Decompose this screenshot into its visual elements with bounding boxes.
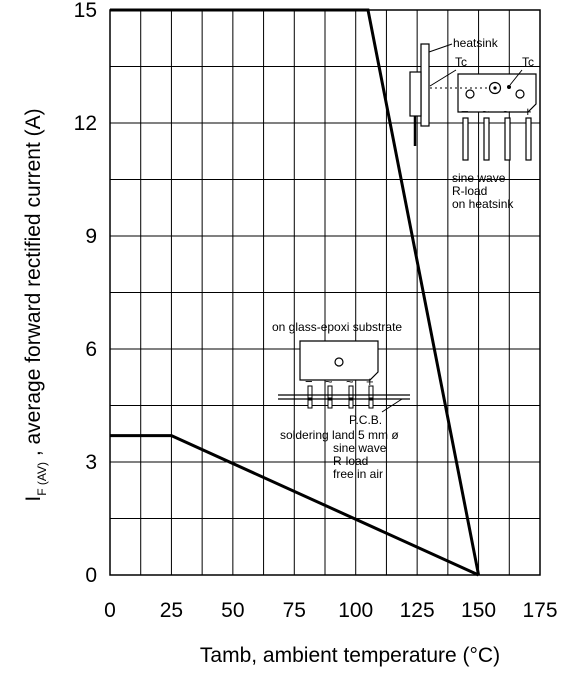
hs-line-1: sine wave — [452, 171, 506, 185]
x-tick-label: 125 — [400, 599, 435, 622]
heatsink-plate-icon — [421, 44, 429, 126]
x-tick-label: 0 — [104, 599, 116, 622]
x-tick-label: 150 — [461, 599, 496, 622]
y-tick-label: 15 — [74, 0, 97, 22]
tc-right-label: Tc — [522, 55, 534, 69]
heatsink-leader — [429, 44, 452, 52]
x-axis-label: Tamb, ambient temperature (°C) — [200, 644, 500, 667]
heatsink-label: heatsink — [453, 36, 499, 50]
hs-line-2: R-load — [452, 184, 487, 198]
pcb-line-1: soldering land 5 mm ø — [280, 428, 399, 442]
pcb-inset: on glass-epoxi substrate − ~ ~ + P.C.B. … — [272, 320, 410, 481]
x-tick-label: 50 — [221, 599, 244, 622]
y-tick-label: 12 — [74, 112, 97, 135]
x-tick-label: 100 — [338, 599, 373, 622]
y-tick-label: 0 — [85, 564, 97, 587]
hs-pin-ac2: ~ — [503, 104, 511, 119]
x-tick-label: 175 — [522, 599, 557, 622]
y-axis-label: IF (AV) , average forward rectified curr… — [22, 108, 49, 501]
pcb-header: on glass-epoxi substrate — [272, 320, 402, 334]
x-tick-label: 75 — [283, 599, 306, 622]
hs-pin-minus: − — [461, 104, 469, 119]
device-side-icon — [410, 72, 421, 116]
x-tick-labels: 0 25 50 75 100 125 150 175 — [104, 599, 557, 622]
pcb-line-2: sine wave — [333, 441, 387, 455]
y-axis-label-rest: , average forward rectified current (A) — [22, 108, 45, 462]
pcb-line-4: free in air — [333, 467, 383, 481]
tc-left-leader — [430, 70, 456, 86]
y-tick-labels: 0 3 6 9 12 15 — [74, 0, 97, 587]
tc-left-label: Tc — [455, 55, 467, 69]
y-axis-label-sub: F (AV) — [35, 462, 49, 496]
pcb-label: P.C.B. — [349, 413, 382, 427]
y-tick-label: 9 — [85, 225, 97, 248]
pcb-line-3: R-load — [333, 454, 368, 468]
hs-pin-ac1: ~ — [482, 104, 490, 119]
hs-line-3: on heatsink — [452, 197, 514, 211]
hs-pin-plus: + — [524, 104, 532, 119]
x-tick-label: 25 — [160, 599, 183, 622]
y-tick-label: 3 — [85, 451, 97, 474]
y-tick-label: 6 — [85, 338, 97, 361]
